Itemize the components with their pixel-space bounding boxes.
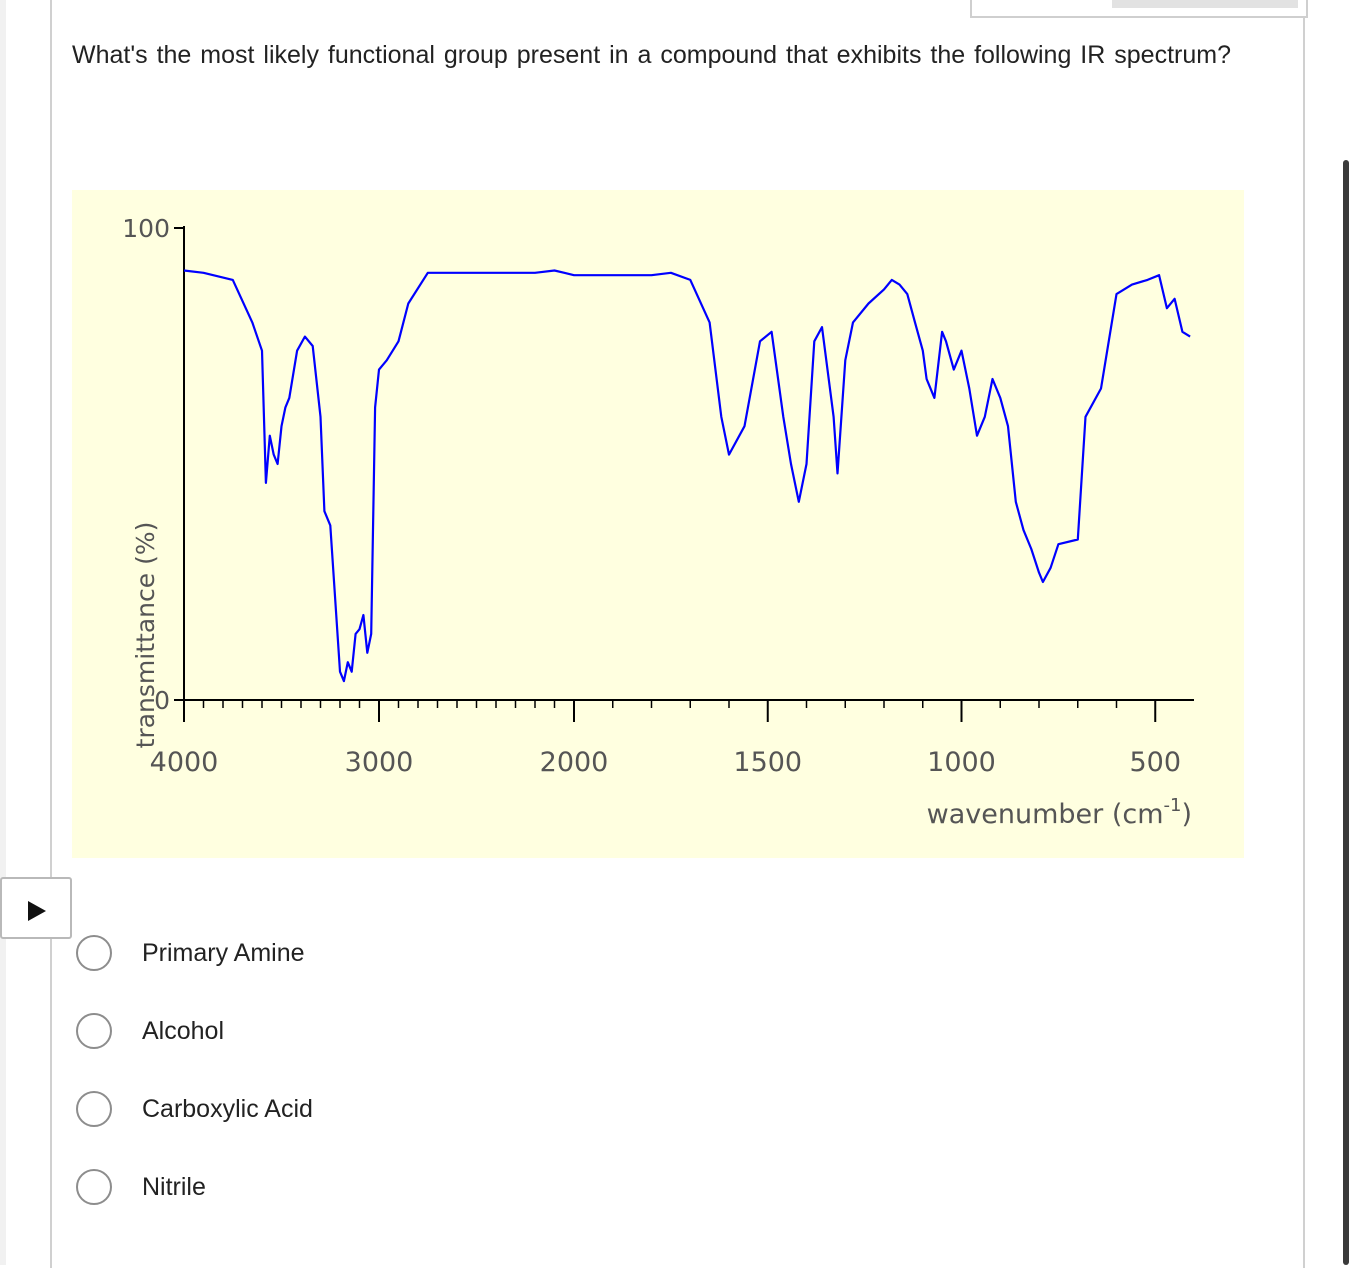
ir-spectrum-chart: 0 100 4000 3000 2000 1500 1000 500 transmittanc… [72,190,1244,858]
top-toolbar-box [970,0,1308,18]
option-label: Primary Amine [142,939,305,967]
option-label: Nitrile [142,1173,206,1201]
y-axis-label: transmittance (%) [131,522,160,749]
x-tick-label: 2000 [540,747,609,778]
option-label: Carboxylic Acid [142,1095,313,1123]
x-tick-label: 1500 [733,747,802,778]
x-axis-label: wavenumber (cm-1) [927,795,1192,830]
chart-tick-labels: 0 100 4000 3000 2000 1500 1000 500 [122,214,1181,778]
play-triangle-icon [28,901,46,921]
radio-button[interactable] [76,1169,112,1205]
scrollbar[interactable] [1343,160,1349,1265]
chart-ticks [174,227,1157,722]
x-tick-label: 3000 [345,747,414,778]
x-axis-label-close: ) [1181,799,1192,830]
x-tick-label: 4000 [150,747,219,778]
question-text: What's the most likely functional group … [72,41,1231,69]
chart-axes [183,226,1194,701]
top-toolbar-button[interactable] [1112,0,1298,8]
radio-button[interactable] [76,935,112,971]
option-label: Alcohol [142,1017,224,1045]
y-tick-label: 0 [154,686,170,715]
radio-button[interactable] [76,1013,112,1049]
ir-spectrum-svg: 0 100 4000 3000 2000 1500 1000 500 transmittanc… [122,214,1194,830]
x-tick-label: 500 [1129,747,1181,778]
chart-series [183,269,1191,683]
x-axis-label-base: wavenumber (cm [927,799,1164,830]
expand-button[interactable] [0,877,72,939]
x-axis-label-exponent: -1 [1164,795,1182,816]
y-tick-label: 100 [122,214,170,243]
spectrum-line [183,269,1191,683]
radio-button[interactable] [76,1091,112,1127]
page-edge [0,0,6,1265]
x-tick-label: 1000 [927,747,996,778]
